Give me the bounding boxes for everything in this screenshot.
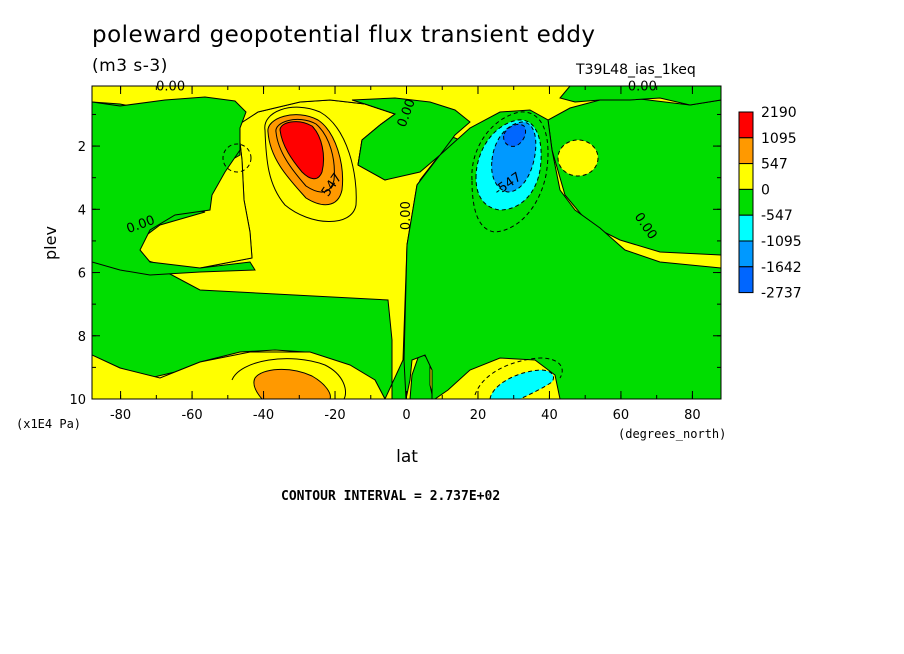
x-tick-label: -80	[110, 408, 131, 423]
field-positive-surface-lobe	[253, 368, 331, 399]
axes: -80 -60 -40 -20 0 20 40 60 80 2 4 6 8 10	[69, 86, 721, 423]
colorbar-label: -2737	[761, 286, 802, 302]
colorbar-swatch	[738, 214, 754, 242]
y-axis-label: plev	[41, 226, 60, 260]
colorbar-swatch	[738, 240, 754, 268]
field-negative-contour-darkblue	[503, 123, 527, 147]
colorbar-swatch	[738, 188, 754, 216]
colorbar-label: 547	[761, 157, 788, 173]
field-negative-contour-outer	[471, 111, 549, 233]
colorbar: 2190 1095 547 0 -547 -1095 -1642 -2737	[738, 105, 802, 302]
x-tick-label: 60	[613, 408, 630, 423]
field-positive-contour-red	[279, 121, 325, 180]
colorbar-label: 2190	[761, 105, 797, 121]
contour-label: 0.00	[628, 80, 657, 95]
x-tick-label: -60	[181, 408, 202, 423]
colorbar-label: 1095	[761, 131, 797, 147]
field-positive-contour-outer	[264, 106, 357, 222]
x-tick-label: -20	[324, 408, 345, 423]
field-negative-band-east	[559, 86, 721, 106]
y-tick-label: 8	[78, 330, 86, 345]
x-tick-label: 80	[684, 408, 701, 423]
colorbar-swatch	[738, 137, 754, 165]
field-negative-surface-lobe	[489, 369, 554, 399]
y-tick-label: 10	[69, 393, 86, 408]
colorbar-swatch	[738, 111, 754, 139]
field-closed-contour-west	[222, 143, 252, 173]
y-tick-label: 2	[78, 140, 86, 155]
field-closed-contour-east	[557, 139, 599, 177]
y-axis-units: (x1E4 Pa)	[16, 417, 81, 431]
field-positive-surface-outer	[231, 358, 347, 399]
y-tick-label: 6	[78, 267, 86, 282]
field-negative-region-central	[351, 97, 471, 181]
colorbar-label: -1095	[761, 234, 802, 250]
chart-units: (m3 s-3)	[92, 56, 168, 76]
x-tick-label: 20	[470, 408, 487, 423]
x-axis-units: (degrees_north)	[618, 427, 726, 441]
contour-label: 0.00	[156, 80, 185, 95]
contour-label: 0.00	[399, 201, 414, 230]
x-tick-label: 0	[402, 408, 410, 423]
colorbar-label: -1642	[761, 260, 802, 276]
colorbar-label: -547	[761, 208, 793, 224]
contour-interval-label: CONTOUR INTERVAL = 2.737E+02	[281, 489, 501, 504]
y-tick-label: 4	[78, 203, 86, 218]
x-axis-label: lat	[396, 447, 418, 467]
colorbar-swatch	[738, 163, 754, 190]
chart-title: poleward geopotential flux transient edd…	[92, 22, 596, 48]
contour-field	[92, 86, 721, 399]
run-id-label: T39L48_ias_1keq	[576, 62, 696, 78]
x-tick-label: 40	[541, 408, 558, 423]
colorbar-label: 0	[761, 182, 770, 198]
field-negative-region-west-upper	[92, 96, 256, 276]
field-positive-contour-orange-inner	[275, 119, 335, 193]
x-tick-label: -40	[253, 408, 274, 423]
field-negative-surface-outer	[474, 357, 563, 396]
colorbar-swatch	[738, 266, 754, 294]
